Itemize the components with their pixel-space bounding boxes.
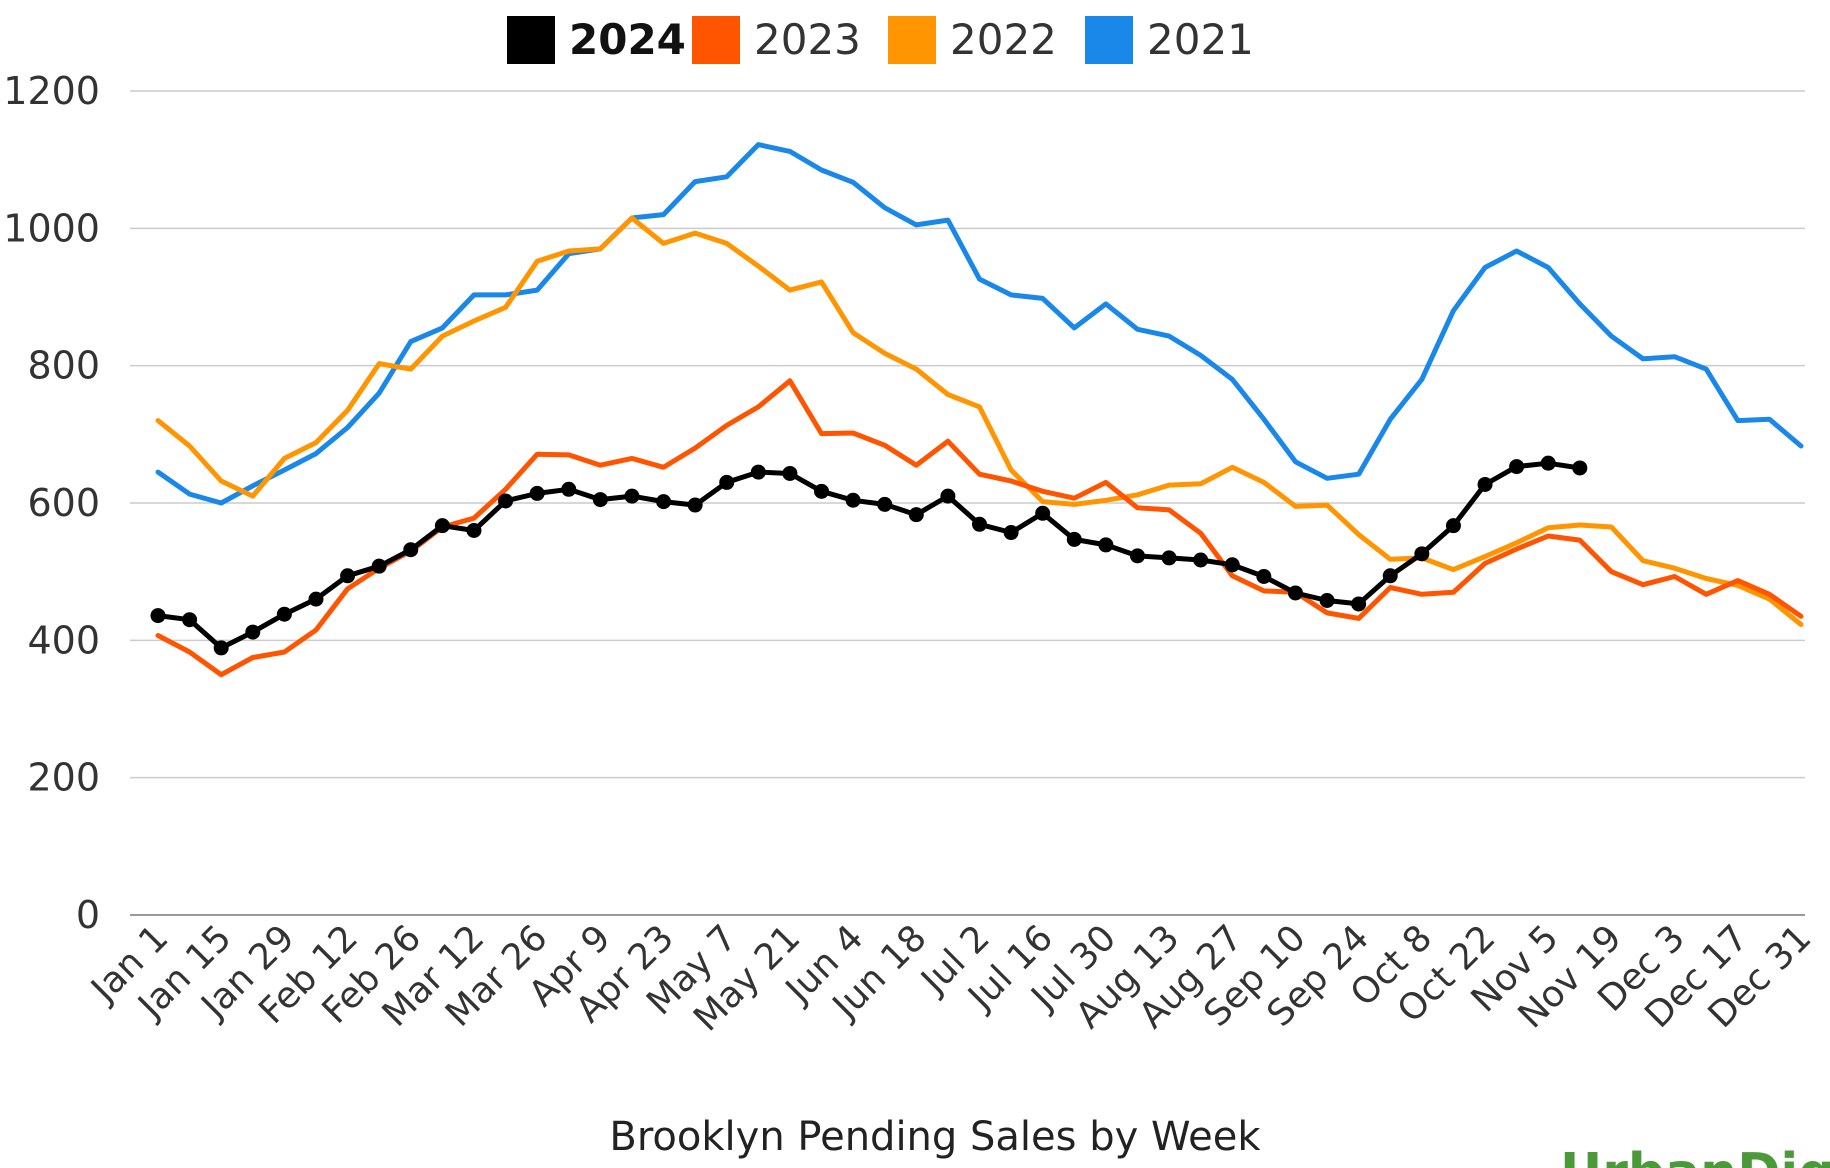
data-point-2024 (592, 492, 608, 508)
legend-label-2022: 2022 (950, 15, 1057, 64)
y-tick-200: 200 (27, 756, 100, 800)
data-point-2024 (1098, 537, 1114, 553)
data-point-2024 (245, 624, 261, 640)
data-point-2024 (656, 494, 672, 510)
legend-label-2024: 2024 (569, 15, 686, 64)
data-point-2024 (1445, 518, 1461, 534)
data-point-2024 (1066, 531, 1082, 547)
data-point-2024 (371, 558, 387, 574)
legend-label-2021: 2021 (1147, 15, 1254, 64)
data-point-2024 (561, 481, 577, 497)
data-point-2024 (308, 591, 324, 607)
data-point-2024 (1161, 550, 1177, 566)
data-point-2024 (782, 465, 798, 481)
data-point-2024 (403, 542, 419, 558)
data-point-2024 (1382, 568, 1398, 584)
y-tick-labels: 0 200 400 600 800 1000 1200 (3, 69, 100, 937)
y-gridlines (130, 90, 1805, 916)
data-point-2024 (624, 488, 640, 504)
legend-swatch-2024 (507, 16, 555, 64)
data-point-2024 (814, 483, 830, 499)
data-point-2024 (1129, 548, 1145, 564)
series-line-2024 (155, 460, 1583, 651)
data-point-2024 (719, 474, 735, 490)
y-tick-800: 800 (27, 344, 100, 388)
data-point-2024 (213, 640, 229, 656)
legend: 2024 2023 2022 2021 (507, 15, 1254, 64)
data-point-2024 (1351, 596, 1367, 612)
data-point-2024 (466, 522, 482, 538)
legend-swatch-2022 (888, 16, 936, 64)
series-line-2022 (155, 215, 1804, 627)
legend-swatch-2021 (1085, 16, 1133, 64)
legend-swatch-2023 (692, 16, 740, 64)
data-point-2024 (529, 485, 545, 501)
y-tick-400: 400 (27, 618, 100, 662)
y-tick-1200: 1200 (3, 69, 100, 113)
data-point-2024 (1287, 585, 1303, 601)
legend-label-2023: 2023 (754, 15, 861, 64)
data-point-2024 (940, 488, 956, 504)
data-point-2024 (1193, 552, 1209, 568)
data-point-2024 (1572, 460, 1588, 476)
data-point-2024 (1477, 476, 1493, 492)
data-point-2024 (687, 497, 703, 513)
data-point-2024 (340, 568, 356, 584)
data-point-2024 (1035, 505, 1051, 521)
data-point-2024 (276, 606, 292, 622)
data-point-2024 (1256, 568, 1272, 584)
data-point-2024 (877, 496, 893, 512)
y-tick-0: 0 (76, 893, 100, 937)
data-point-2024 (434, 518, 450, 534)
y-tick-1000: 1000 (3, 206, 100, 250)
data-point-2024 (1540, 455, 1556, 471)
data-point-2024 (1509, 459, 1525, 475)
data-point-2024 (1319, 593, 1335, 609)
data-point-2024 (1003, 525, 1019, 541)
data-point-2024 (498, 493, 514, 509)
series-lines (150, 142, 1804, 678)
y-tick-600: 600 (27, 481, 100, 525)
brand-logo-text: UrbanDigs (1560, 1143, 1830, 1168)
data-point-2024 (845, 492, 861, 508)
data-point-2024 (750, 464, 766, 480)
data-point-2024 (182, 612, 198, 628)
data-point-2024 (150, 608, 166, 624)
data-point-2024 (1414, 546, 1430, 562)
chart-title: Brooklyn Pending Sales by Week (609, 1114, 1261, 1160)
data-point-2024 (972, 516, 987, 532)
data-point-2024 (1224, 557, 1240, 573)
data-point-2024 (908, 507, 924, 523)
series-line-2021 (155, 142, 1804, 506)
